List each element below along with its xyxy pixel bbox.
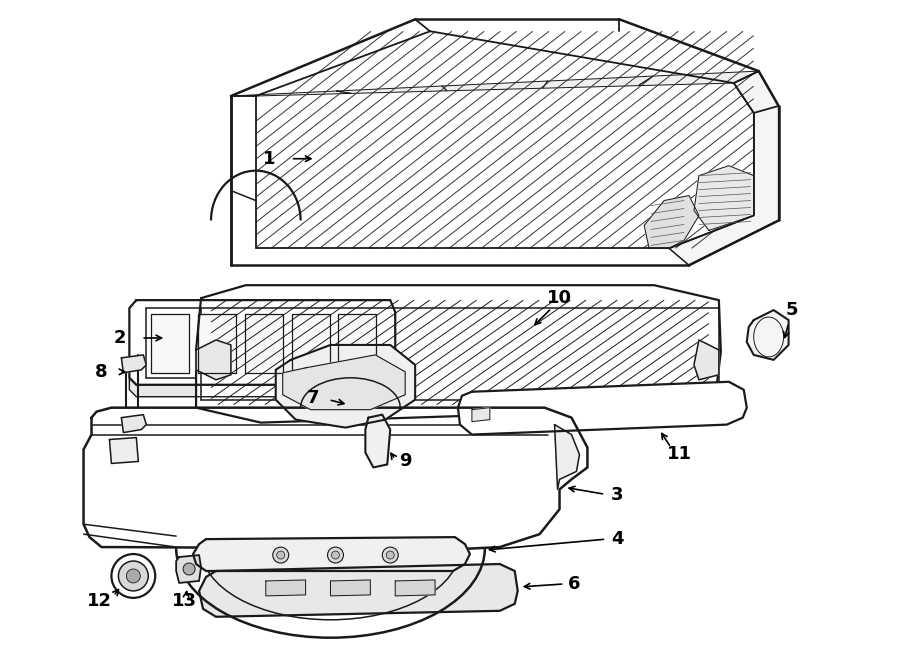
Polygon shape — [245, 314, 283, 373]
Polygon shape — [554, 424, 580, 489]
Circle shape — [119, 561, 148, 591]
Text: 9: 9 — [399, 452, 411, 471]
Text: 11: 11 — [667, 446, 691, 463]
Polygon shape — [337, 86, 447, 93]
Polygon shape — [176, 555, 201, 583]
Polygon shape — [365, 414, 391, 467]
Circle shape — [328, 547, 344, 563]
Polygon shape — [747, 310, 788, 360]
Text: 3: 3 — [611, 486, 624, 504]
Polygon shape — [266, 580, 306, 596]
Polygon shape — [275, 345, 415, 428]
Circle shape — [183, 563, 195, 575]
Polygon shape — [330, 580, 370, 596]
Circle shape — [126, 569, 140, 583]
Polygon shape — [122, 414, 147, 432]
Polygon shape — [151, 314, 189, 373]
Text: 6: 6 — [568, 575, 580, 593]
Polygon shape — [292, 314, 329, 373]
Polygon shape — [694, 340, 719, 380]
Text: 2: 2 — [113, 329, 126, 347]
Polygon shape — [130, 300, 395, 385]
Circle shape — [386, 551, 394, 559]
Circle shape — [382, 547, 398, 563]
Circle shape — [273, 547, 289, 563]
Polygon shape — [110, 438, 139, 463]
Polygon shape — [231, 91, 351, 96]
Polygon shape — [669, 71, 778, 265]
Text: 8: 8 — [95, 363, 108, 381]
Polygon shape — [644, 196, 699, 249]
Polygon shape — [694, 166, 753, 231]
Polygon shape — [199, 564, 518, 617]
Polygon shape — [638, 71, 759, 86]
Polygon shape — [194, 537, 470, 571]
Polygon shape — [283, 355, 405, 410]
Polygon shape — [122, 355, 147, 373]
Polygon shape — [338, 314, 376, 373]
Polygon shape — [442, 81, 547, 91]
Polygon shape — [130, 378, 395, 397]
Text: 12: 12 — [87, 592, 112, 610]
Circle shape — [331, 551, 339, 559]
Text: 10: 10 — [547, 289, 572, 307]
Polygon shape — [198, 314, 236, 373]
Polygon shape — [472, 408, 490, 422]
Circle shape — [112, 554, 155, 598]
Polygon shape — [543, 76, 653, 88]
Text: 7: 7 — [306, 389, 319, 407]
Polygon shape — [458, 382, 747, 434]
Circle shape — [276, 551, 284, 559]
Polygon shape — [196, 340, 231, 380]
Polygon shape — [395, 580, 435, 596]
Polygon shape — [84, 408, 588, 549]
Text: 1: 1 — [263, 150, 275, 168]
Text: 4: 4 — [611, 530, 624, 548]
Text: 5: 5 — [786, 301, 797, 319]
Text: 13: 13 — [172, 592, 196, 610]
Polygon shape — [196, 285, 721, 422]
